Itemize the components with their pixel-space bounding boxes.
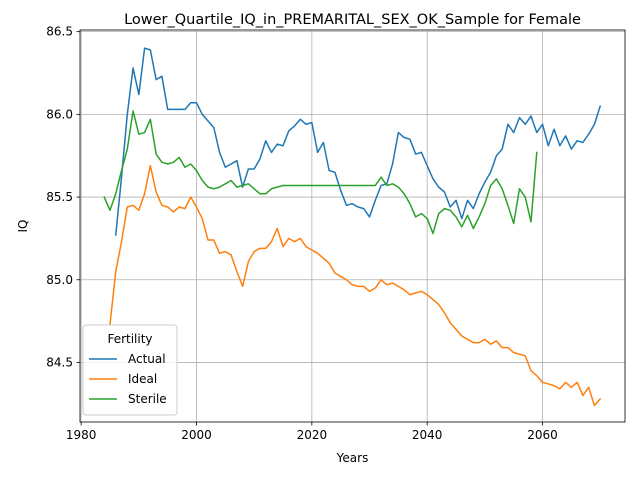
x-tick-label: 2060 [527, 428, 558, 442]
x-axis-ticks: 1980 2000 2020 2040 2060 [66, 422, 558, 442]
chart-title: Lower_Quartile_IQ_in_PREMARITAL_SEX_OK_S… [124, 12, 581, 28]
y-axis-ticks: 84.5 85.0 85.5 86.0 86.5 [46, 25, 80, 369]
series-line-ideal [109, 164, 601, 407]
legend-label-actual: Actual [128, 352, 166, 366]
legend-box [82, 324, 178, 416]
series-line-actual [115, 47, 601, 236]
y-tick-label: 84.5 [46, 355, 73, 369]
x-tick-label: 2000 [181, 428, 212, 442]
y-axis-label: IQ [16, 220, 30, 233]
y-tick-label: 85.5 [46, 190, 73, 204]
x-tick-label: 1980 [66, 428, 97, 442]
x-tick-label: 2040 [412, 428, 443, 442]
y-tick-label: 86.0 [46, 107, 73, 121]
legend-title: Fertility [107, 332, 152, 346]
y-tick-label: 86.5 [46, 25, 73, 39]
legend-label-ideal: Ideal [128, 372, 157, 386]
series-line-sterile [103, 110, 538, 235]
x-axis-label: Years [336, 451, 369, 465]
x-tick-label: 2020 [297, 428, 328, 442]
legend: Fertility Actual Ideal Sterile [82, 324, 178, 416]
series-layer [103, 47, 601, 407]
y-tick-label: 85.0 [46, 273, 73, 287]
legend-label-sterile: Sterile [128, 392, 167, 406]
plot-frame [79, 29, 626, 423]
